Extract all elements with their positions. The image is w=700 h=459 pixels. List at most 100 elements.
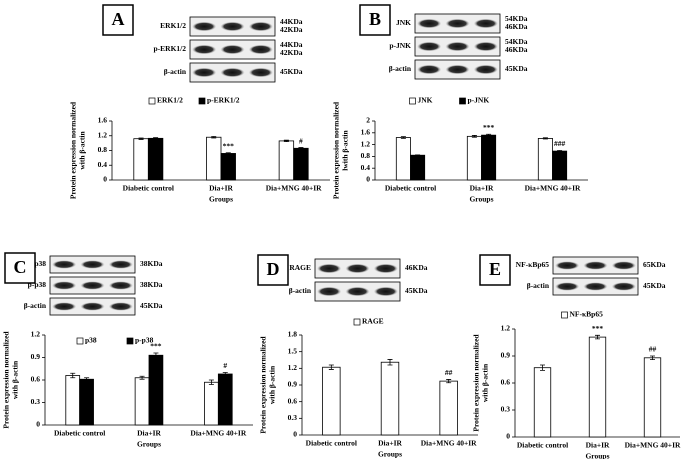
- legend-label: p-p38: [135, 336, 154, 345]
- error-bar: [486, 133, 492, 137]
- blot-band: [52, 281, 77, 290]
- blot-band: [192, 67, 217, 78]
- x-tick-label: Dia+IR: [137, 429, 161, 438]
- blot-band: [555, 282, 580, 291]
- y-tick-label: 0.6: [31, 375, 41, 384]
- y-axis-title: Protein expression normalized: [472, 334, 481, 432]
- y-axis-title: Protein expression normalized: [2, 331, 11, 429]
- error-bar: [650, 355, 655, 360]
- x-axis-title: Groups: [209, 195, 233, 204]
- bar: [410, 154, 426, 181]
- x-tick-label: Dia+IR: [209, 184, 233, 193]
- bar: [217, 373, 233, 426]
- bar: [204, 381, 219, 426]
- error-bar: [298, 147, 304, 150]
- blot-label: p-p38: [28, 280, 47, 289]
- y-tick-label: 0.9: [501, 351, 511, 360]
- x-axis-title: Groups: [469, 195, 493, 204]
- y-axis-title: Protein expression normalized: [259, 336, 268, 434]
- panel-box: [257, 254, 289, 286]
- significance: #: [223, 361, 227, 370]
- y-tick-label: 0.8: [361, 151, 371, 160]
- legend-label: p-ERK1/2: [207, 96, 240, 105]
- blot-size: 54KDa: [505, 37, 528, 46]
- x-axis-title: Groups: [378, 450, 402, 459]
- blot-band: [108, 281, 133, 290]
- error-bar: [153, 137, 159, 140]
- error-bar: [211, 136, 217, 139]
- error-bar: [446, 379, 452, 384]
- blot-label: β-actin: [527, 281, 550, 290]
- blot-band: [473, 64, 498, 75]
- blot-band: [192, 44, 217, 55]
- blot-band: [611, 261, 636, 270]
- blot-band: [583, 282, 608, 291]
- x-tick-label: Dia+MNG 40+IR: [625, 441, 681, 450]
- blot-label: p-JNK: [389, 41, 411, 50]
- legend-label: p-JNK: [468, 96, 490, 105]
- error-bar: [557, 150, 563, 153]
- bar: [588, 336, 607, 438]
- blot-band: [345, 286, 370, 297]
- blot-band: [52, 302, 77, 311]
- bar: [643, 357, 662, 438]
- blot-band: [417, 18, 442, 29]
- blot-band: [373, 286, 398, 297]
- blot-band: [611, 282, 636, 291]
- blot-size: 46KDa: [505, 22, 528, 31]
- bar: [533, 367, 552, 438]
- blot-band: [445, 41, 470, 52]
- blot-size: 44KDa: [280, 17, 303, 26]
- blot-band: [373, 263, 398, 274]
- panel-box: [4, 252, 36, 284]
- blot-band: [417, 41, 442, 52]
- error-bar: [387, 359, 393, 366]
- blot-size: 45KDa: [140, 301, 163, 310]
- blot-band: [555, 261, 580, 270]
- error-bar: [225, 152, 231, 155]
- error-bar: [328, 364, 334, 370]
- legend-label: RAGE: [362, 317, 384, 326]
- blot-band: [52, 260, 77, 269]
- blot-label: β-actin: [389, 64, 412, 73]
- y-tick-label: 0.9: [288, 380, 298, 389]
- blot-label: β-actin: [24, 301, 47, 310]
- blot-band: [220, 44, 245, 55]
- blot-band: [248, 67, 273, 78]
- legend-swatch: [126, 337, 134, 345]
- blot-band: [248, 21, 273, 32]
- legend-swatch: [198, 97, 206, 105]
- blot-band: [220, 67, 245, 78]
- y-tick-label: 1.8: [288, 330, 298, 339]
- panel-letter: B: [369, 9, 381, 29]
- panel-box: [479, 254, 511, 286]
- bar: [134, 377, 150, 426]
- error-bar: [222, 372, 228, 376]
- x-tick-label: Diabetic control: [517, 441, 568, 450]
- y-axis-title: with β-actin: [11, 360, 20, 399]
- y-tick-label: 1.6: [98, 116, 108, 125]
- x-axis-title: Groups: [585, 452, 609, 459]
- blot-size: 38KDa: [140, 280, 163, 289]
- error-bar: [595, 334, 600, 340]
- y-tick-label: 1.5: [288, 346, 298, 355]
- y-tick-label: 0.6: [288, 396, 298, 405]
- bar: [148, 354, 164, 426]
- blot-band: [583, 261, 608, 270]
- legend-swatch: [148, 97, 156, 105]
- y-axis-title: lwith β-actin: [341, 129, 350, 170]
- blot-band: [192, 21, 217, 32]
- y-axis-title: with β-actin: [481, 363, 490, 402]
- blot-band: [248, 44, 273, 55]
- legend-label: NF-κBp65: [570, 310, 604, 319]
- bar: [147, 137, 164, 181]
- bar: [65, 375, 81, 426]
- blot-size: 45KDa: [405, 286, 428, 295]
- bar: [552, 150, 568, 181]
- significance: ##: [445, 368, 453, 377]
- blot-band: [108, 302, 133, 311]
- x-tick-label: Diabetic control: [385, 184, 436, 193]
- blot-label: NF-κBp65: [516, 260, 550, 269]
- blot-size: 46KDa: [405, 263, 428, 272]
